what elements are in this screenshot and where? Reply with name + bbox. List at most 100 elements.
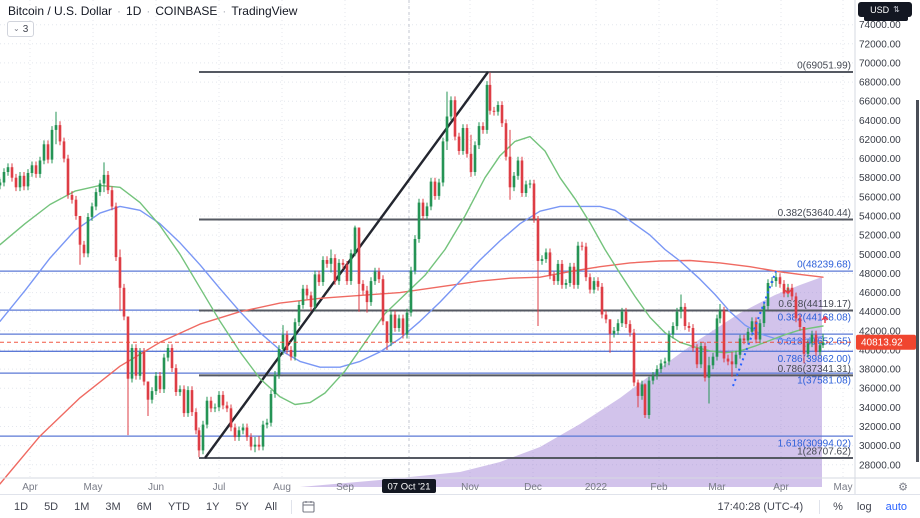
indicators-collapsed-toggle[interactable]: ⌄ 3 (7, 21, 35, 37)
price-tick-label: 30000.00 (859, 441, 901, 452)
log-scale-button[interactable]: log (856, 500, 872, 513)
candle (671, 326, 675, 335)
candle (429, 181, 433, 207)
fib-primary-label: 0(69051.99) (797, 61, 851, 72)
timezone-clock[interactable]: 17:40:28 (UTC-4) (717, 500, 804, 513)
candle (647, 380, 651, 415)
indicator-count: 3 (22, 23, 29, 35)
time-axis[interactable]: Apr May Jun Jul Aug Sep Nov Dec 2022 Feb Mar Apr May… (22, 479, 908, 494)
candle (373, 271, 377, 282)
candle (178, 389, 182, 393)
candle (473, 145, 477, 172)
candle (492, 110, 496, 112)
crosshair-date-label: 07 Oct '21 (387, 482, 430, 493)
candle (237, 430, 241, 437)
candle (588, 277, 592, 290)
candle (738, 338, 742, 355)
range-button-1m[interactable]: 1M (74, 500, 90, 513)
go-to-date-button[interactable] (298, 500, 319, 513)
candle (269, 394, 273, 423)
range-button-all[interactable]: All (264, 500, 278, 513)
price-axis[interactable]: 28000.00 30000.00 32000.00 34000.00 36000.00… (859, 20, 901, 471)
candle (461, 128, 465, 151)
percent-scale-button[interactable]: % (833, 500, 843, 513)
candle (225, 405, 229, 409)
candle (26, 173, 30, 187)
candle (576, 245, 580, 285)
range-button-5y[interactable]: 5Y (235, 500, 249, 513)
axis-scroll-indicator[interactable] (916, 100, 919, 462)
candle (30, 165, 34, 173)
candle (381, 279, 385, 322)
candle (504, 123, 508, 157)
price-tick-label: 54000.00 (859, 212, 901, 223)
candle (245, 427, 249, 438)
chevron-down-icon: ⌄ (13, 24, 20, 33)
candle (604, 314, 608, 320)
candle (154, 375, 158, 392)
range-button-3m[interactable]: 3M (105, 500, 121, 513)
candle (345, 264, 349, 282)
range-button-5d[interactable]: 5D (44, 500, 59, 513)
candle (659, 363, 663, 370)
ma-mid-line (0, 205, 824, 368)
candle (532, 183, 536, 219)
candle (197, 430, 201, 451)
candle (114, 206, 118, 258)
candle (273, 374, 277, 394)
candle (94, 192, 98, 207)
candle (718, 310, 722, 319)
range-button-6m[interactable]: 6M (136, 500, 152, 513)
candle (437, 182, 441, 196)
candle (568, 266, 572, 283)
range-button-ytd[interactable]: YTD (167, 500, 190, 513)
chart-legend[interactable]: Bitcoin / U.S. Dollar · 1D · COINBASE · Tradin… (8, 4, 297, 18)
time-tick-label: May (84, 482, 103, 493)
candle (485, 84, 489, 130)
candle (138, 351, 142, 376)
candle (78, 216, 82, 245)
candle (469, 153, 473, 172)
price-tick-label: 66000.00 (859, 97, 901, 108)
candle (481, 126, 485, 130)
candle (305, 288, 309, 296)
price-tick-label: 46000.00 (859, 288, 901, 299)
interval-label[interactable]: 1D (126, 4, 142, 18)
last-price-badge (856, 334, 916, 350)
candle (520, 160, 524, 193)
auto-scale-button[interactable]: auto (885, 500, 907, 513)
candle (6, 167, 10, 172)
candle (628, 324, 632, 333)
candle (624, 311, 628, 325)
range-button-1d[interactable]: 1D (14, 500, 29, 513)
candle (453, 100, 457, 137)
symbol-title[interactable]: Bitcoin / U.S. Dollar (8, 4, 113, 18)
candle (82, 244, 86, 254)
time-tick-label: Jun (148, 482, 164, 493)
candle (50, 129, 54, 160)
candle (46, 144, 50, 160)
candle (445, 116, 449, 142)
candle (126, 316, 130, 379)
fib-secondary-label: 1.618(30994.02) (778, 439, 851, 450)
range-button-1y[interactable]: 1Y (205, 500, 220, 513)
candle (213, 407, 217, 409)
candle (643, 384, 647, 415)
candle (150, 391, 154, 400)
candle (742, 338, 746, 341)
candle (353, 227, 357, 254)
candle (297, 305, 301, 323)
currency-unit-toggle[interactable]: USD ⇅ (858, 2, 912, 17)
candle (544, 252, 548, 260)
gear-icon[interactable]: ⚙ (898, 482, 908, 494)
candle (707, 365, 711, 378)
candle (488, 84, 492, 111)
candle (389, 314, 393, 343)
candle (130, 348, 134, 379)
price-chart[interactable]: 28000.00 30000.00 32000.00 34000.00 36000.00… (0, 0, 920, 494)
candle (341, 262, 345, 265)
dotted-uptrend-line[interactable] (732, 270, 777, 387)
candle (42, 144, 46, 161)
candle (782, 283, 786, 294)
candle (465, 128, 469, 154)
